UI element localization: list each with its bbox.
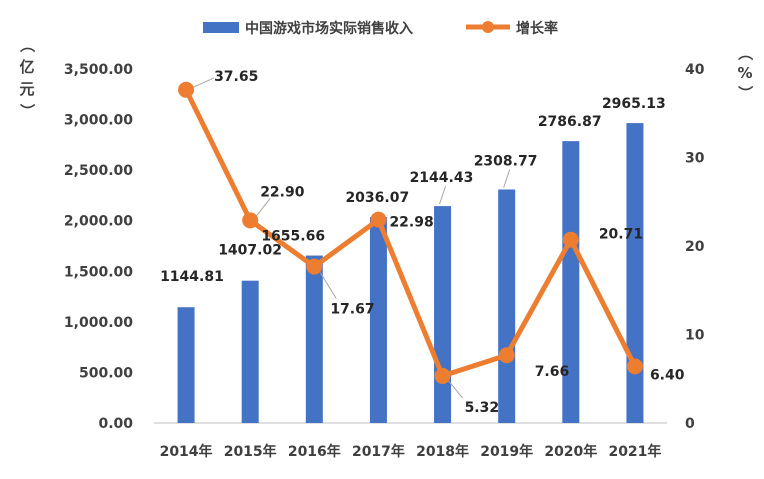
y-axis-left-ticks: 0.00 500.00 1,000.00 1,500.00 2,000.00 2,500.…: [64, 62, 133, 432]
growth-line: [183, 88, 638, 379]
bar: [305, 255, 323, 423]
bars: [177, 123, 644, 424]
growth-point: [626, 358, 643, 375]
y-axis-left-unit-char: ）: [18, 103, 36, 118]
bar: [241, 280, 259, 423]
growth-point: [434, 367, 451, 384]
x-tick-label: 2020年: [544, 443, 597, 460]
y-right-tick-label: 0: [685, 416, 695, 432]
bar-value-label: 2965.13: [602, 96, 666, 112]
y-axis-left-unit-char: 亿: [19, 58, 34, 76]
y-left-tick-label: 1,000.00: [64, 315, 133, 331]
y-axis-right-ticks: 0 10 20 30 40: [685, 62, 705, 432]
y-left-tick-label: 3,000.00: [64, 113, 133, 129]
bar-value-label: 2308.77: [474, 153, 538, 169]
growth-leader-line: [448, 380, 463, 399]
growth-value-label: 6.40: [650, 367, 685, 383]
bar: [562, 141, 580, 424]
y-axis-right-unit-char: （: [736, 45, 754, 60]
growth-leader-line: [255, 198, 271, 217]
bar: [369, 217, 387, 423]
y-left-tick-label: 1,500.00: [64, 264, 133, 280]
bar-value-label: 1655.66: [261, 229, 325, 245]
y-left-tick-label: 3,500.00: [64, 62, 133, 78]
y-right-tick-label: 40: [685, 62, 705, 78]
bar: [434, 206, 452, 423]
y-left-tick-label: 2,500.00: [64, 163, 133, 179]
y-axis-right-unit-char: %: [737, 64, 752, 82]
bar-value-label: 2144.43: [410, 170, 474, 186]
bar-leader-line: [439, 185, 447, 205]
legend-line-label: 增长率: [516, 20, 558, 37]
x-tick-label: 2017年: [352, 443, 405, 460]
growth-value-label: 22.90: [260, 184, 305, 200]
x-tick-label: 2019年: [480, 443, 533, 460]
bar: [498, 189, 516, 423]
bar-value-label: 2786.87: [538, 114, 602, 130]
y-right-tick-label: 10: [685, 328, 705, 344]
bar: [626, 123, 644, 424]
y-right-tick-label: 20: [685, 239, 705, 255]
growth-leader-line: [191, 77, 215, 89]
y-axis-right-unit-char: ）: [736, 85, 754, 100]
bar: [177, 307, 195, 423]
x-tick-label: 2021年: [608, 443, 661, 460]
x-tick-label: 2014年: [160, 443, 213, 460]
y-axis-left-unit: （ 亿元 ）: [18, 37, 36, 118]
y-axis-left-unit-char: 元: [19, 80, 34, 98]
growth-point: [370, 211, 387, 228]
legend: 中国游戏市场实际销售收入 增长率: [203, 20, 558, 37]
y-left-tick-label: 500.00: [79, 365, 133, 381]
leader-lines: [191, 77, 511, 399]
y-axis-left-unit-char: （: [18, 37, 36, 52]
growth-point: [306, 258, 323, 275]
y-right-tick-label: 30: [685, 151, 705, 167]
growth-value-label: 20.71: [599, 227, 643, 243]
x-tick-label: 2016年: [288, 443, 341, 460]
bar-value-label: 1407.02: [218, 243, 282, 259]
bar-value-label: 2036.07: [345, 190, 409, 206]
growth-point: [498, 347, 515, 364]
legend-line-marker: [482, 21, 494, 33]
growth-point: [178, 81, 195, 98]
growth-value-label: 22.98: [389, 215, 433, 231]
y-left-tick-label: 0.00: [98, 416, 133, 432]
growth-point: [562, 231, 579, 248]
y-axis-right-unit: （% ）: [736, 45, 754, 100]
growth-value-label: 17.67: [330, 302, 374, 318]
legend-bar-swatch: [203, 22, 239, 33]
bar-leader-line: [503, 169, 511, 188]
growth-point: [242, 212, 259, 229]
growth-value-label: 7.66: [535, 364, 570, 380]
x-tick-label: 2015年: [224, 443, 277, 460]
legend-bar-label: 中国游戏市场实际销售收入: [245, 20, 413, 37]
bar-value-label: 1144.81: [160, 269, 224, 285]
growth-leader-line: [319, 272, 337, 299]
x-axis-ticks: 2014年 2015年 2016年 2017年 2018年 2019年 2020年 2021年: [160, 443, 662, 460]
growth-value-label: 37.65: [214, 69, 258, 85]
growth-line-series: [178, 81, 643, 384]
x-tick-label: 2018年: [416, 443, 469, 460]
growth-value-label: 5.32: [465, 400, 500, 416]
y-left-tick-label: 2,000.00: [64, 214, 133, 230]
